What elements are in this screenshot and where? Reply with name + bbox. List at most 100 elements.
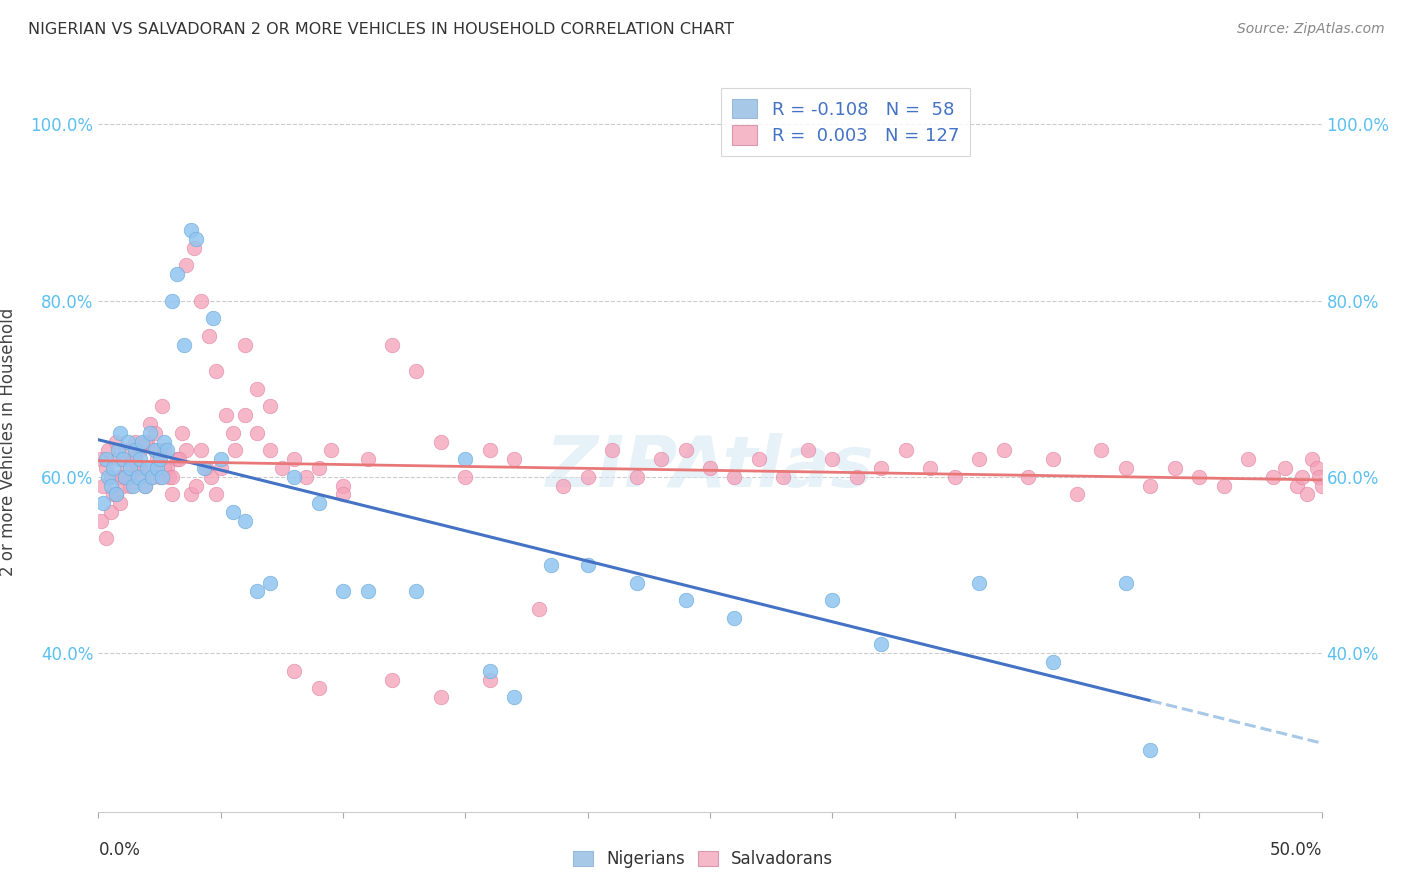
Point	[319, 443, 342, 458]
Point	[193, 461, 215, 475]
Point	[166, 267, 188, 281]
Point	[503, 452, 526, 467]
Point	[332, 487, 354, 501]
Point	[1042, 452, 1064, 467]
Point	[170, 425, 193, 440]
Point	[209, 452, 232, 467]
Point	[1090, 443, 1112, 458]
Point	[129, 461, 152, 475]
Text: 0.0%: 0.0%	[98, 841, 141, 859]
Point	[1308, 470, 1330, 484]
Point	[129, 443, 152, 458]
Legend: R = -0.108   N =  58, R =  0.003   N = 127: R = -0.108 N = 58, R = 0.003 N = 127	[721, 87, 970, 155]
Text: NIGERIAN VS SALVADORAN 2 OR MORE VEHICLES IN HOUSEHOLD CORRELATION CHART: NIGERIAN VS SALVADORAN 2 OR MORE VEHICLE…	[28, 22, 734, 37]
Point	[332, 478, 354, 492]
Point	[405, 364, 427, 378]
Point	[454, 470, 477, 484]
Point	[120, 478, 142, 492]
Point	[576, 558, 599, 572]
Point	[94, 461, 117, 475]
Point	[1301, 452, 1323, 467]
Point	[94, 452, 117, 467]
Point	[153, 443, 176, 458]
Point	[111, 452, 134, 467]
Point	[110, 470, 132, 484]
Point	[1139, 743, 1161, 757]
Point	[124, 434, 146, 449]
Point	[772, 470, 794, 484]
Point	[993, 443, 1015, 458]
Point	[748, 452, 770, 467]
Point	[114, 443, 136, 458]
Point	[821, 593, 844, 607]
Point	[723, 611, 745, 625]
Y-axis label: 2 or more Vehicles in Household: 2 or more Vehicles in Household	[0, 308, 17, 575]
Point	[675, 443, 697, 458]
Point	[127, 461, 149, 475]
Point	[104, 487, 127, 501]
Point	[381, 673, 404, 687]
Point	[141, 470, 163, 484]
Point	[104, 487, 127, 501]
Point	[222, 505, 245, 519]
Point	[186, 478, 208, 492]
Point	[97, 443, 120, 458]
Point	[356, 452, 378, 467]
Point	[180, 487, 202, 501]
Point	[259, 399, 281, 413]
Point	[100, 478, 122, 492]
Point	[233, 337, 256, 351]
Point	[295, 470, 318, 484]
Point	[1274, 461, 1296, 475]
Point	[1286, 478, 1309, 492]
Point	[176, 258, 198, 272]
Point	[576, 470, 599, 484]
Point	[283, 452, 305, 467]
Point	[943, 470, 966, 484]
Point	[131, 434, 153, 449]
Point	[1017, 470, 1039, 484]
Point	[283, 470, 305, 484]
Point	[134, 478, 156, 492]
Point	[156, 461, 179, 475]
Point	[920, 461, 942, 475]
Point	[160, 470, 183, 484]
Point	[197, 328, 219, 343]
Point	[176, 443, 198, 458]
Point	[160, 293, 183, 308]
Point	[120, 461, 142, 475]
Point	[821, 452, 844, 467]
Point	[139, 425, 162, 440]
Point	[626, 575, 648, 590]
Point	[1212, 478, 1234, 492]
Point	[1115, 575, 1137, 590]
Point	[180, 223, 202, 237]
Point	[553, 478, 575, 492]
Point	[202, 311, 225, 326]
Point	[1296, 487, 1319, 501]
Point	[157, 470, 180, 484]
Point	[97, 470, 120, 484]
Point	[540, 558, 562, 572]
Point	[478, 443, 501, 458]
Point	[110, 425, 132, 440]
Point	[845, 470, 868, 484]
Point	[153, 434, 176, 449]
Point	[121, 452, 143, 467]
Point	[94, 532, 117, 546]
Point	[723, 470, 745, 484]
Point	[246, 425, 269, 440]
Point	[454, 452, 477, 467]
Text: 50.0%: 50.0%	[1270, 841, 1322, 859]
Point	[124, 443, 146, 458]
Point	[139, 417, 162, 431]
Point	[114, 470, 136, 484]
Point	[153, 461, 176, 475]
Point	[214, 408, 236, 422]
Point	[308, 681, 330, 696]
Point	[430, 690, 453, 705]
Point	[405, 584, 427, 599]
Point	[478, 664, 501, 678]
Point	[117, 461, 139, 475]
Point	[1164, 461, 1187, 475]
